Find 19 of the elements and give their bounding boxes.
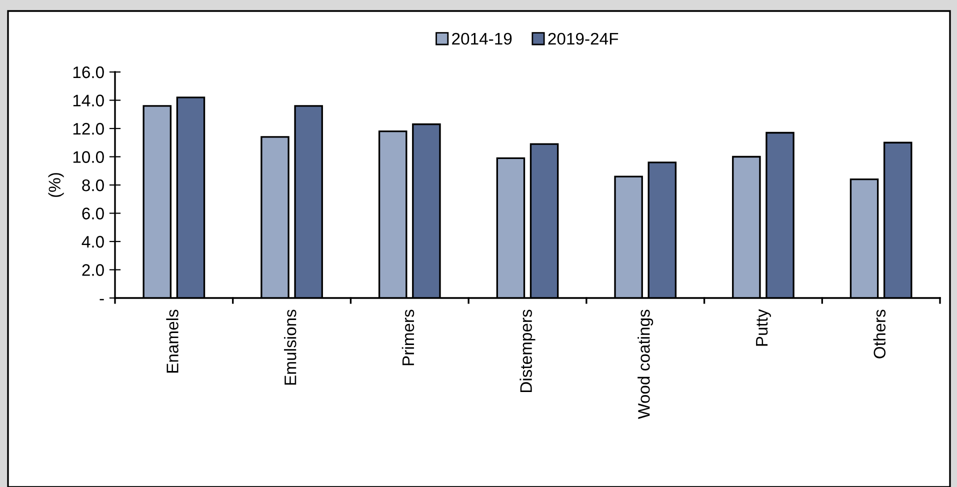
x-tick-label: Emulsions bbox=[284, 310, 296, 385]
x-tick-label: Primers bbox=[402, 310, 414, 366]
y-tick-label: 6.0 bbox=[82, 208, 104, 220]
y-tick-label: 12.0 bbox=[73, 122, 104, 135]
y-axis-title: (%) bbox=[48, 173, 64, 197]
y-tick-label: 2.0 bbox=[82, 264, 104, 276]
y-tick-label: 10.0 bbox=[73, 151, 104, 163]
legend-label: 2014-19 bbox=[452, 32, 512, 45]
x-tick-label: Putty bbox=[756, 309, 771, 346]
y-tick-label: - bbox=[100, 298, 104, 300]
y-tick-label: 16.0 bbox=[73, 66, 104, 78]
y-tick-label: 8.0 bbox=[82, 179, 104, 192]
x-tick-label: Wood coatings bbox=[638, 310, 654, 419]
x-tick-label: Others bbox=[873, 310, 886, 358]
legend-label: 2019-24F bbox=[548, 32, 618, 45]
x-tick-label: Enamels bbox=[166, 310, 178, 373]
x-tick-label: Distempers bbox=[520, 310, 536, 392]
y-tick-label: 4.0 bbox=[82, 236, 104, 248]
y-tick-label: 14.0 bbox=[73, 94, 104, 106]
